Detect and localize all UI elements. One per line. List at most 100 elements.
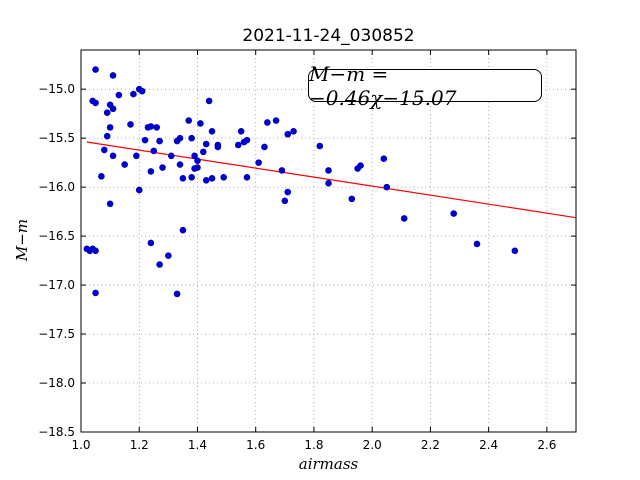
data-point [194, 157, 201, 164]
data-point [264, 119, 271, 126]
data-point [234, 141, 242, 149]
data-point [473, 240, 481, 248]
data-point [281, 197, 289, 205]
data-point [121, 161, 128, 168]
data-point [103, 109, 111, 116]
data-point [325, 179, 332, 187]
data-point [165, 252, 172, 259]
data-point [325, 167, 332, 174]
data-point [348, 195, 356, 203]
x-tick-label: 1.6 [246, 438, 265, 452]
data-point [284, 188, 292, 196]
data-point [272, 117, 280, 124]
data-point [179, 175, 187, 182]
data-point [450, 210, 458, 217]
data-point [135, 186, 143, 194]
x-tick-label: 1.2 [130, 438, 149, 452]
data-point [167, 152, 175, 160]
data-point [133, 152, 140, 160]
data-point [173, 290, 181, 298]
data-point [202, 176, 210, 184]
x-tick-label: 1.0 [71, 438, 90, 452]
fit-line-layer [86, 141, 577, 219]
y-axis-label: M−m [13, 218, 31, 262]
x-axis-label: airmass [298, 455, 359, 473]
data-point [147, 123, 155, 130]
data-point [153, 124, 161, 131]
data-point [278, 167, 286, 174]
data-point [156, 137, 163, 145]
data-point [147, 168, 155, 175]
data-point [208, 127, 216, 135]
y-tick-label: −15.0 [38, 82, 75, 96]
data-point [243, 174, 251, 181]
data-point [197, 120, 204, 127]
data-point [194, 164, 201, 171]
y-tick-label: −16.0 [38, 180, 75, 194]
y-tick-label: −18.5 [38, 425, 75, 439]
data-point [92, 99, 99, 107]
data-point [179, 226, 187, 234]
x-tick-label: 2.2 [421, 438, 440, 452]
fit-equation-annotation: M−m = −0.46χ−15.07 [308, 62, 542, 110]
data-point [383, 183, 391, 191]
y-tick-label: −17.5 [38, 327, 75, 341]
data-point [176, 161, 184, 168]
data-point [130, 90, 137, 98]
data-point [109, 152, 117, 160]
x-tick-label: 1.4 [188, 438, 207, 452]
data-point [147, 239, 155, 247]
data-point [208, 175, 216, 182]
data-point [109, 72, 117, 79]
data-point [103, 132, 111, 140]
axis-ticks: 1.0 1.2 1.4 1.6 1.8 2.0 2.2 2.4 2.6 −15.0 −15.5 −16… [38, 50, 576, 452]
data-point [115, 91, 123, 99]
data-point [237, 127, 245, 135]
data-point [357, 162, 364, 169]
y-tick-label: −17.0 [38, 278, 75, 292]
data-point [191, 152, 198, 160]
data-point [185, 117, 193, 124]
data-point [243, 136, 251, 144]
data-point [138, 87, 146, 95]
y-tick-label: −18.0 [38, 376, 75, 390]
data-point [199, 148, 207, 156]
data-point [92, 66, 99, 73]
data-point [316, 142, 324, 150]
plot-frame [80, 49, 577, 433]
data-point [141, 136, 149, 144]
data-point [202, 140, 210, 148]
data-point [214, 143, 222, 151]
y-tick-label: −15.5 [38, 131, 75, 145]
data-point [92, 289, 99, 297]
data-point [188, 134, 195, 142]
data-point [98, 173, 105, 180]
data-point [261, 143, 268, 151]
x-tick-label: 2.4 [479, 438, 498, 452]
data-point [159, 164, 166, 171]
x-tick-label: 2.0 [363, 438, 382, 452]
data-point [176, 134, 184, 142]
data-point [127, 121, 134, 128]
data-points [83, 66, 519, 298]
data-point [290, 127, 297, 135]
data-point [92, 247, 99, 255]
data-point [400, 215, 408, 222]
data-point [255, 159, 262, 166]
data-point [150, 147, 158, 155]
data-point [380, 155, 388, 163]
chart-title: 2021-11-24_030852 [242, 26, 415, 46]
data-point [205, 97, 213, 105]
data-point [106, 200, 114, 208]
data-point [220, 174, 227, 181]
data-point [284, 130, 292, 138]
data-point [156, 261, 163, 268]
fit-line [86, 141, 577, 219]
data-point [109, 105, 117, 113]
data-point [100, 146, 108, 154]
data-point [106, 124, 114, 131]
x-tick-label: 2.6 [537, 438, 556, 452]
data-point [188, 174, 195, 181]
y-tick-label: −16.5 [38, 229, 75, 243]
